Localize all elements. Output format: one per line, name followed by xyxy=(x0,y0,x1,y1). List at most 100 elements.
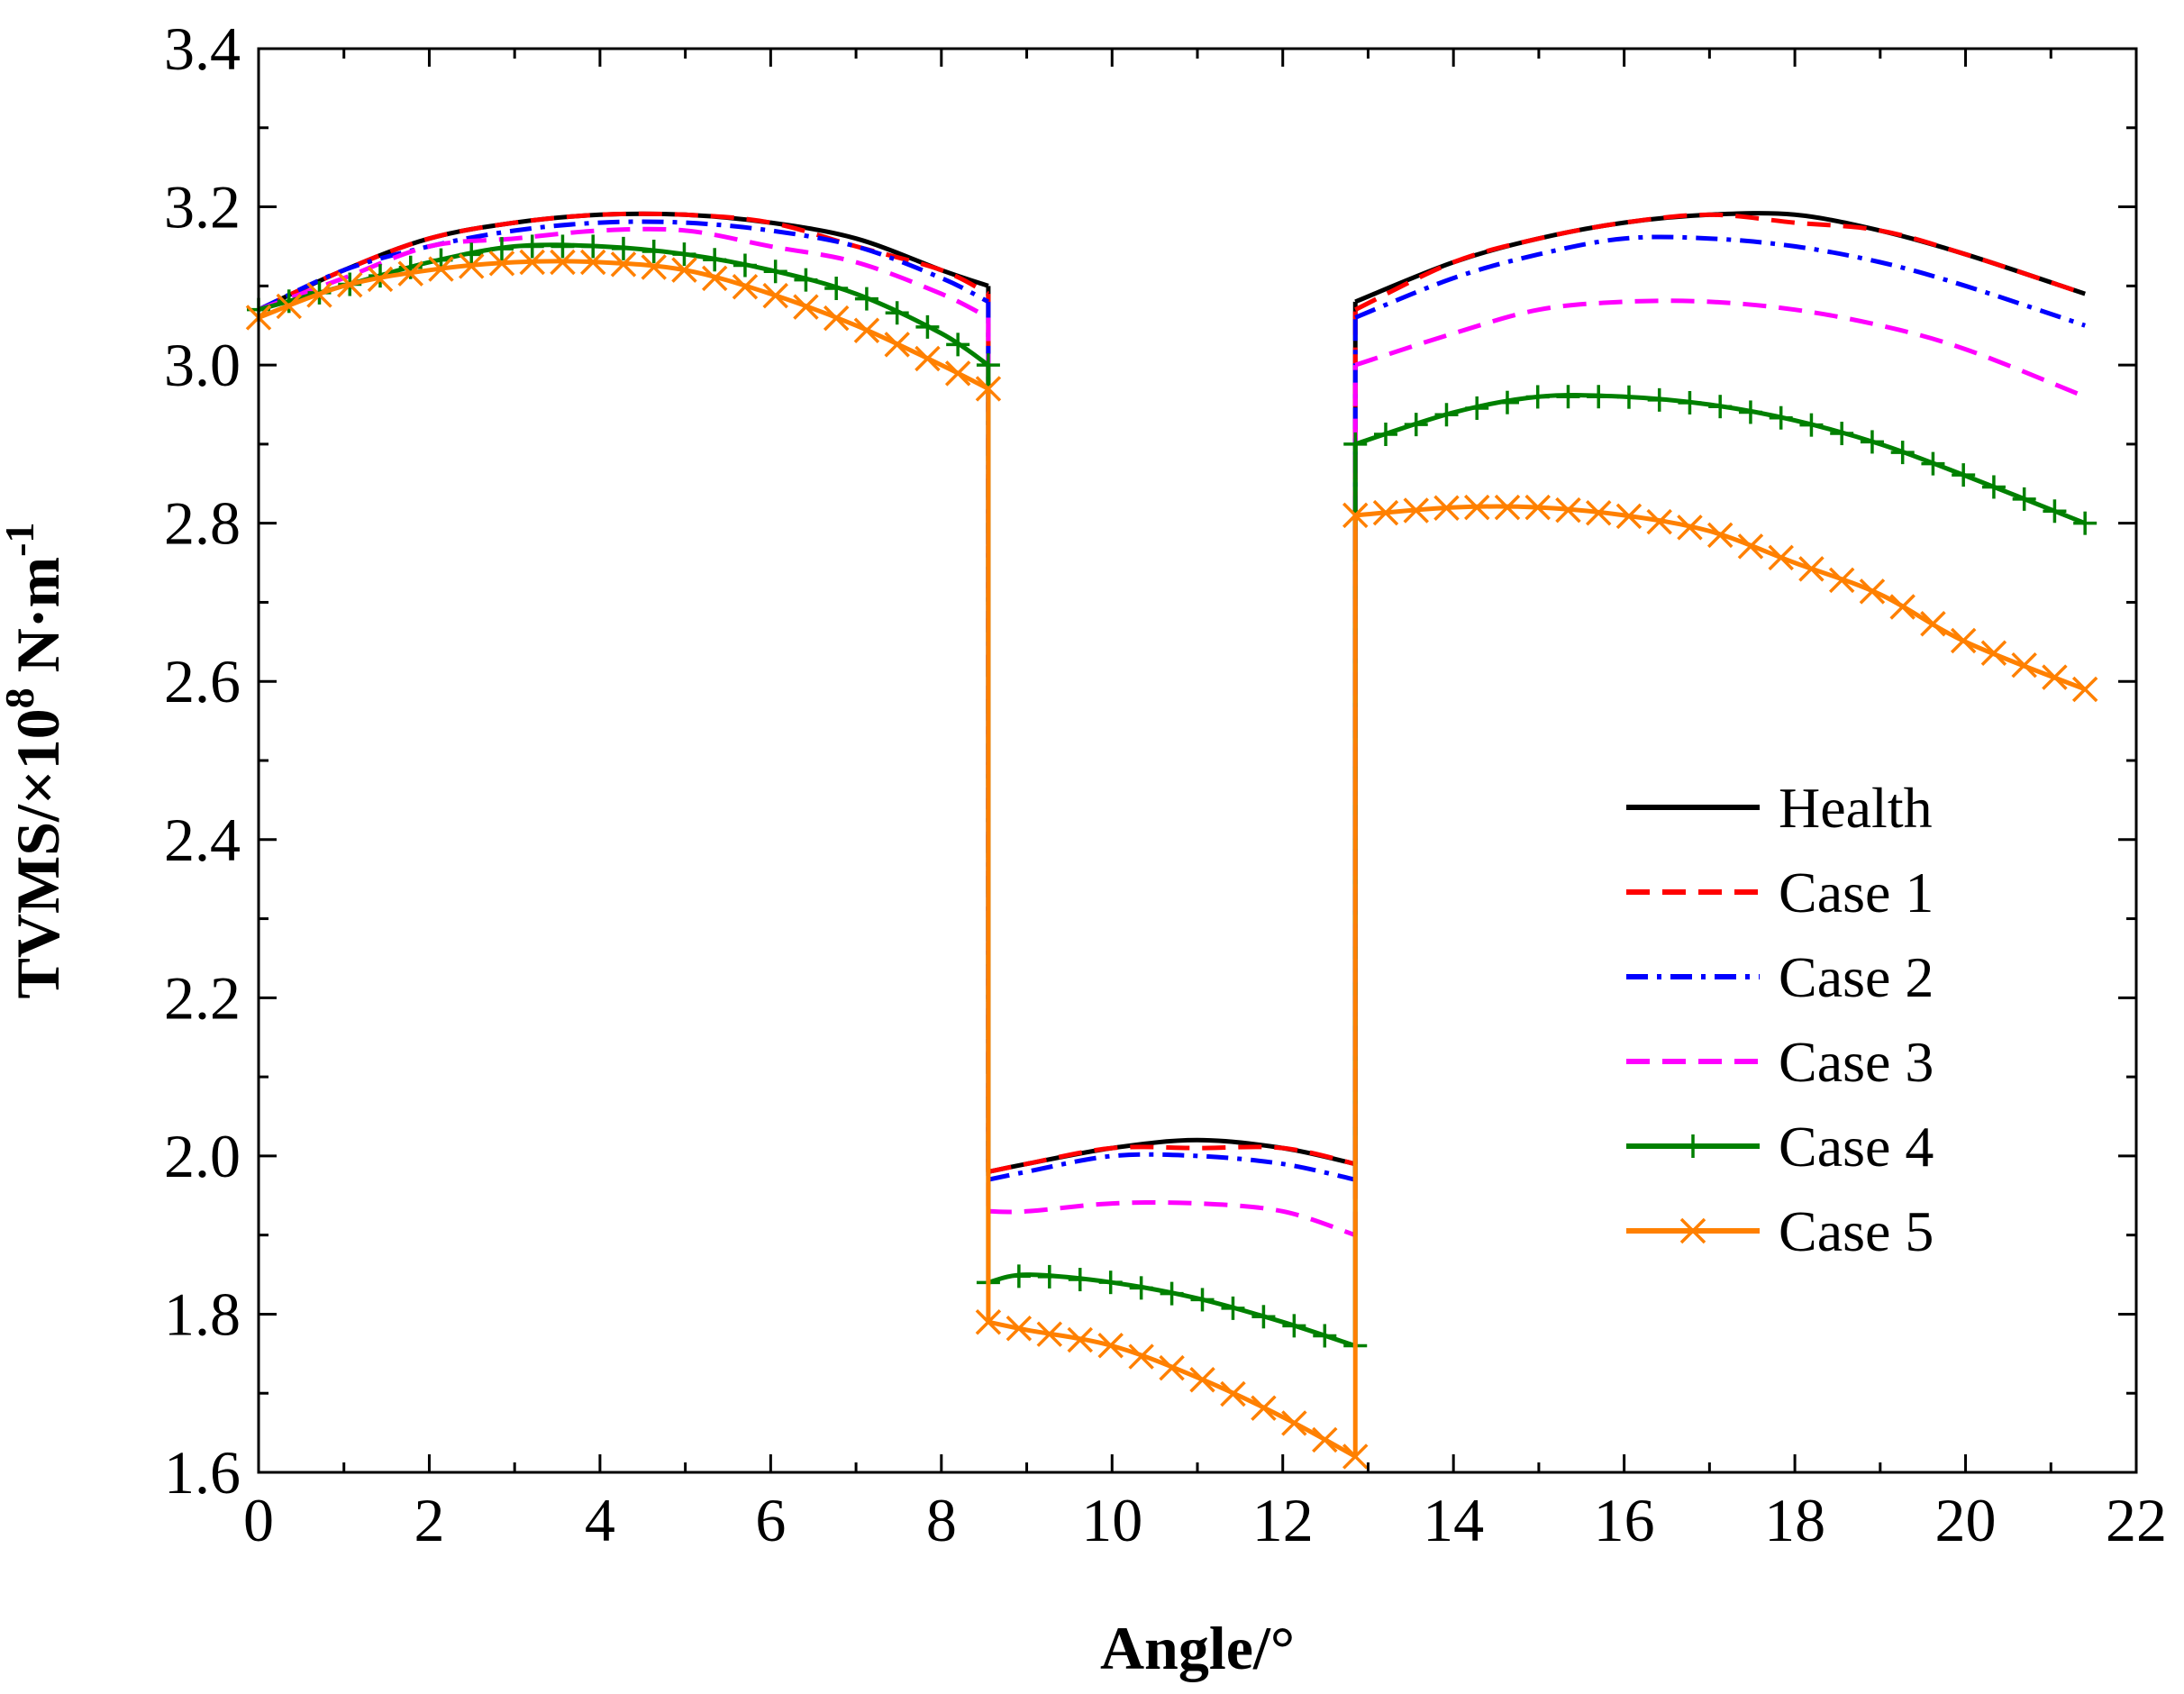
marker-case-5 xyxy=(337,271,363,298)
marker-case-5 xyxy=(550,249,576,276)
series-line-case-3-1 xyxy=(258,226,990,320)
y-tick-label: 3.2 xyxy=(164,173,241,241)
marker-case-5 xyxy=(1342,502,1369,529)
marker-case-4 xyxy=(1495,390,1519,414)
legend-label-case-3: Case 3 xyxy=(1779,1030,1934,1094)
y-tick-label: 3.0 xyxy=(164,331,241,399)
marker-case-5 xyxy=(1281,1410,1307,1436)
marker-case-4 xyxy=(2012,487,2036,511)
marker-case-5 xyxy=(1342,1444,1369,1470)
marker-case-5 xyxy=(701,265,728,292)
marker-case-5 xyxy=(1220,1380,1246,1407)
series-layer xyxy=(245,211,2098,1470)
legend-label-case-4: Case 4 xyxy=(1779,1115,1934,1179)
marker-case-5 xyxy=(1006,1315,1033,1342)
marker-case-4 xyxy=(1556,385,1580,409)
marker-case-4 xyxy=(976,353,1000,378)
marker-case-4 xyxy=(1769,405,1793,430)
series-line-case-3-3 xyxy=(1354,298,2087,399)
marker-case-4 xyxy=(1282,1314,1306,1338)
series-case-5 xyxy=(245,249,2098,1470)
series-line-case-2-2 xyxy=(987,1152,1356,1182)
tick-labels: 0 2 4 6 8 10 12 14 16 18 20 22 1.6 1.8 2.0 2.2 2.4 2.6 2.8… xyxy=(164,14,2167,1554)
marker-case-5 xyxy=(944,360,971,387)
marker-case-5 xyxy=(519,249,545,276)
marker-case-5 xyxy=(1859,578,1886,605)
marker-case-4 xyxy=(581,234,605,259)
marker-case-5 xyxy=(2071,676,2098,703)
marker-case-5 xyxy=(1312,1426,1338,1453)
y-tick-label: 3.4 xyxy=(164,14,241,83)
x-tick-label: 12 xyxy=(1252,1486,1314,1554)
marker-case-4 xyxy=(1525,385,1550,409)
x-tick-label: 10 xyxy=(1081,1486,1142,1554)
marker-case-4 xyxy=(824,277,849,301)
marker-case-5 xyxy=(276,293,302,320)
marker-case-4 xyxy=(1616,385,1641,409)
legend-label-case-5: Case 5 xyxy=(1779,1199,1934,1263)
marker-case-4 xyxy=(1129,1276,1153,1300)
marker-case-5 xyxy=(1798,556,1825,582)
marker-case-5 xyxy=(428,256,454,282)
x-axis-title: Angle/° xyxy=(1100,1614,1295,1682)
marker-case-4 xyxy=(642,239,666,263)
series-health xyxy=(257,211,2086,1174)
marker-case-4 xyxy=(672,242,696,267)
marker-case-4 xyxy=(1373,423,1397,447)
marker-case-5 xyxy=(1828,567,1855,594)
marker-case-5 xyxy=(1585,500,1612,526)
marker-case-4 xyxy=(1799,413,1824,437)
marker-case-4 xyxy=(1343,432,1368,456)
marker-case-5 xyxy=(975,1308,1002,1335)
marker-case-4 xyxy=(1221,1296,1245,1320)
marker-case-4 xyxy=(703,248,727,272)
legend-item-case-4: Case 4 xyxy=(1626,1115,1934,1179)
marker-case-5 xyxy=(579,249,606,276)
marker-case-5 xyxy=(1251,1395,1277,1421)
marker-case-4 xyxy=(946,332,970,357)
legend-marker-case-5 xyxy=(1679,1217,1706,1244)
series-line-case-5-1 xyxy=(258,259,990,391)
marker-case-4 xyxy=(915,314,940,339)
x-tick-label: 22 xyxy=(2106,1486,2167,1554)
marker-case-4 xyxy=(1068,1268,1092,1292)
marker-case-4 xyxy=(794,268,818,292)
y-tick-label: 2.4 xyxy=(164,806,241,874)
marker-case-5 xyxy=(1980,640,2007,667)
marker-case-5 xyxy=(671,257,697,283)
marker-case-4 xyxy=(2073,511,2098,535)
series-line-case-1-2 xyxy=(987,1144,1356,1174)
x-tick-label: 0 xyxy=(243,1486,274,1554)
y-tick-label: 2.0 xyxy=(164,1122,241,1190)
marker-case-5 xyxy=(762,282,788,309)
marker-case-4 xyxy=(733,253,757,278)
legend-label-health: Health xyxy=(1779,776,1933,840)
marker-case-5 xyxy=(2042,664,2068,690)
marker-case-5 xyxy=(1706,522,1734,549)
marker-case-5 xyxy=(1036,1321,1063,1347)
y-tick-label: 1.6 xyxy=(164,1438,241,1507)
marker-case-4 xyxy=(489,237,514,261)
legend-item-health: Health xyxy=(1626,776,1933,840)
marker-case-5 xyxy=(1159,1354,1185,1381)
marker-case-5 xyxy=(793,294,819,320)
marker-case-4 xyxy=(1678,390,1702,414)
marker-case-5 xyxy=(1463,494,1490,521)
marker-case-5 xyxy=(367,266,394,293)
series-line-case-1-3 xyxy=(1354,212,2086,312)
marker-case-5 xyxy=(975,376,1002,402)
marker-case-5 xyxy=(1097,1333,1124,1359)
x-tick-label: 6 xyxy=(755,1486,786,1554)
marker-case-5 xyxy=(488,250,515,277)
y-tick-label: 1.8 xyxy=(164,1280,241,1348)
marker-case-5 xyxy=(1646,508,1672,535)
marker-case-4 xyxy=(1313,1324,1337,1348)
marker-case-5 xyxy=(1615,503,1643,530)
y-tick-label: 2.8 xyxy=(164,489,241,558)
marker-case-4 xyxy=(1738,400,1762,424)
marker-case-5 xyxy=(1372,499,1399,526)
marker-case-4 xyxy=(1921,451,1945,476)
marker-case-5 xyxy=(641,254,667,280)
marker-case-5 xyxy=(732,273,759,300)
y-axis-title-mid: N·m xyxy=(4,557,72,688)
